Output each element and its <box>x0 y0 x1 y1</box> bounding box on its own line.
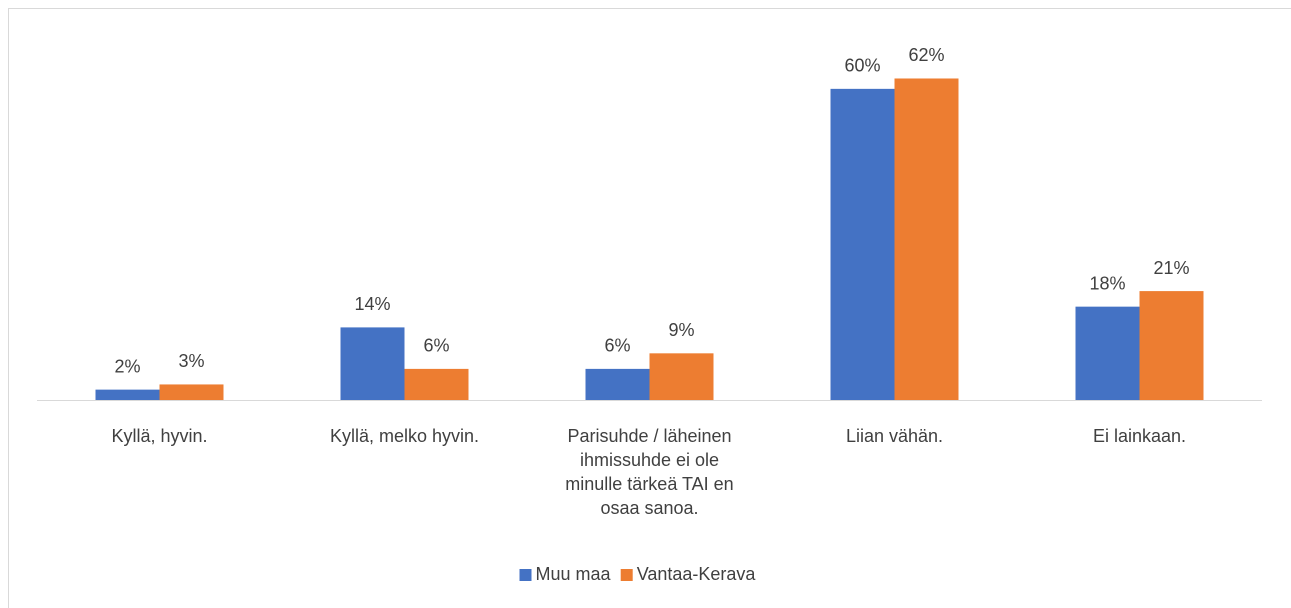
data-label: 6% <box>604 336 630 356</box>
data-label: 9% <box>668 320 694 340</box>
x-tick-label: Liian vähän. <box>846 426 943 446</box>
data-label: 60% <box>844 56 880 76</box>
bar <box>1139 291 1204 400</box>
data-label: 14% <box>354 294 390 314</box>
bar <box>340 327 405 400</box>
bar <box>159 384 224 400</box>
bar <box>1075 306 1140 400</box>
data-label: 18% <box>1089 273 1125 293</box>
legend-label: Muu maa <box>536 564 612 584</box>
x-tick-label: Kyllä, melko hyvin. <box>330 426 479 446</box>
bar <box>404 368 469 400</box>
x-tick-label: Ei lainkaan. <box>1093 426 1186 446</box>
legend-swatch <box>519 569 532 581</box>
data-label: 21% <box>1153 258 1189 278</box>
data-label: 62% <box>908 45 944 65</box>
bar <box>830 88 895 400</box>
bar <box>95 389 160 400</box>
x-tick-label: Parisuhde / läheinen ihmissuhde ei ole min… <box>565 426 733 518</box>
data-label: 2% <box>114 356 140 376</box>
bar <box>894 78 959 400</box>
bar <box>585 368 650 400</box>
chart-frame <box>8 8 1291 608</box>
data-label: 3% <box>178 351 204 371</box>
data-label: 6% <box>423 336 449 356</box>
bar <box>649 353 714 400</box>
x-tick-label: Kyllä, hyvin. <box>111 426 207 446</box>
legend-label: Vantaa-Kerava <box>637 564 757 584</box>
legend-swatch <box>620 569 633 581</box>
